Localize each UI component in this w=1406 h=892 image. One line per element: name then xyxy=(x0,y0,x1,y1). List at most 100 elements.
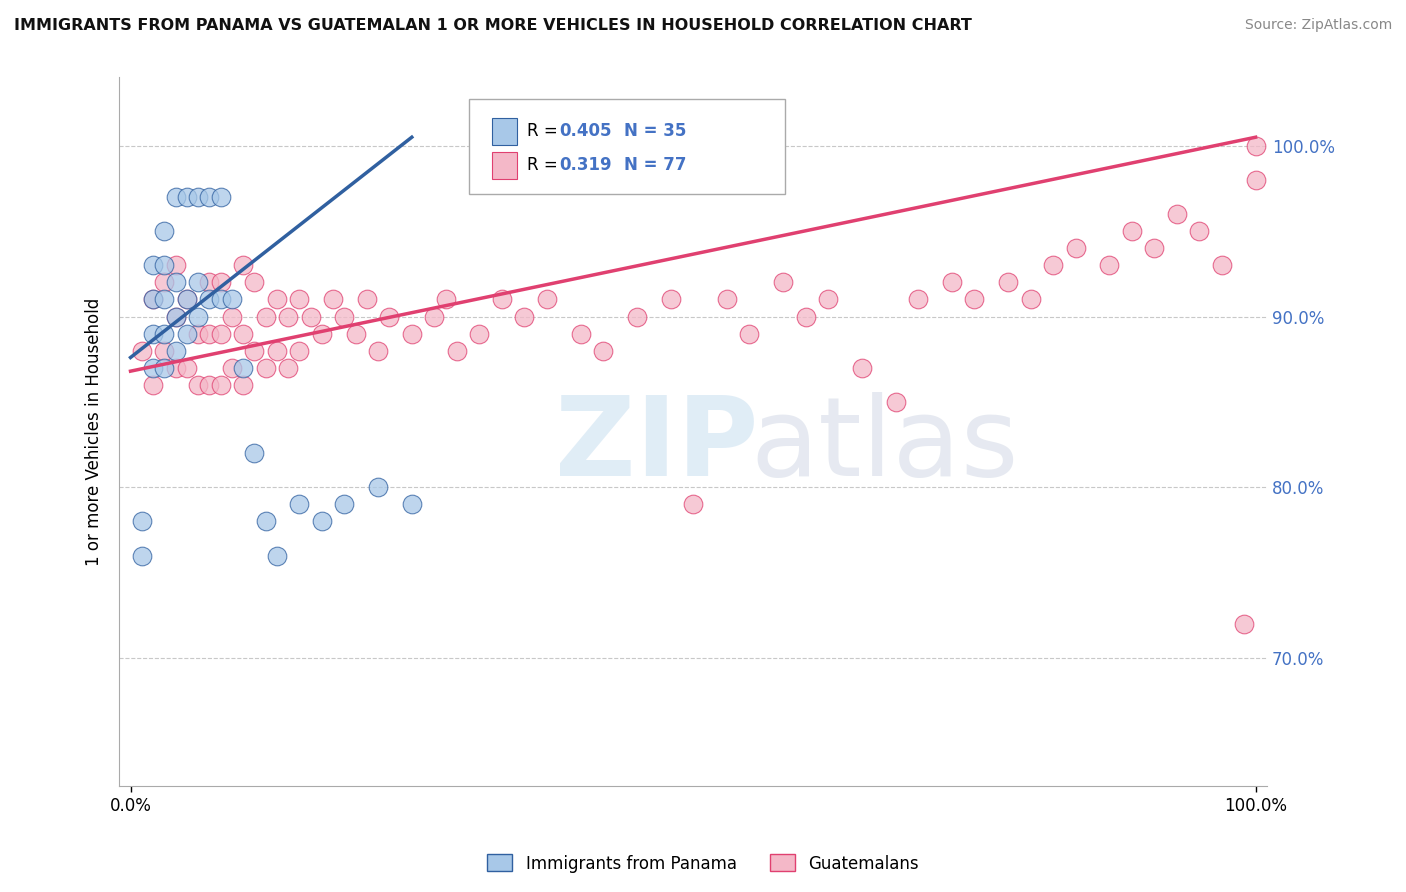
Point xyxy=(198,190,221,204)
Point xyxy=(187,377,209,392)
Point xyxy=(288,293,311,307)
Point xyxy=(288,497,311,511)
Point xyxy=(322,293,344,307)
Text: N = 77: N = 77 xyxy=(624,156,686,174)
Point xyxy=(187,190,209,204)
Point xyxy=(187,276,209,290)
Point xyxy=(254,360,277,375)
Point xyxy=(659,293,682,307)
Point xyxy=(277,310,299,324)
Point xyxy=(131,549,153,563)
Point xyxy=(254,515,277,529)
Point xyxy=(1019,293,1042,307)
Point xyxy=(311,326,333,341)
Point xyxy=(266,293,288,307)
Point xyxy=(468,326,491,341)
Point xyxy=(153,326,176,341)
Point xyxy=(1244,138,1267,153)
Point xyxy=(333,310,356,324)
Point xyxy=(851,360,873,375)
FancyBboxPatch shape xyxy=(470,99,785,194)
Point xyxy=(266,549,288,563)
Point xyxy=(153,360,176,375)
Point xyxy=(277,360,299,375)
Point xyxy=(907,293,929,307)
Point xyxy=(963,293,986,307)
Point xyxy=(221,293,243,307)
Point xyxy=(153,258,176,272)
Point xyxy=(884,395,907,409)
Point xyxy=(592,343,614,358)
Point xyxy=(153,343,176,358)
Text: N = 35: N = 35 xyxy=(624,122,686,140)
Text: R =: R = xyxy=(527,156,562,174)
Point xyxy=(356,293,378,307)
Point xyxy=(153,276,176,290)
Point xyxy=(772,276,794,290)
Point xyxy=(187,326,209,341)
Point xyxy=(209,377,232,392)
Text: R =: R = xyxy=(527,122,562,140)
Point xyxy=(446,343,468,358)
Point xyxy=(243,276,266,290)
Text: IMMIGRANTS FROM PANAMA VS GUATEMALAN 1 OR MORE VEHICLES IN HOUSEHOLD CORRELATION: IMMIGRANTS FROM PANAMA VS GUATEMALAN 1 O… xyxy=(14,18,972,33)
Point xyxy=(142,293,165,307)
Point xyxy=(243,446,266,460)
Point xyxy=(243,343,266,358)
Point xyxy=(254,310,277,324)
Point xyxy=(1064,241,1087,255)
Point xyxy=(165,343,187,358)
Point xyxy=(738,326,761,341)
Point xyxy=(142,377,165,392)
Bar xyxy=(492,118,517,145)
Point xyxy=(221,310,243,324)
Point xyxy=(165,310,187,324)
Point xyxy=(997,276,1019,290)
Point xyxy=(165,190,187,204)
Point xyxy=(131,515,153,529)
Point xyxy=(266,343,288,358)
Point xyxy=(198,293,221,307)
Point xyxy=(682,497,704,511)
Point xyxy=(333,497,356,511)
Point xyxy=(176,293,198,307)
Point xyxy=(1143,241,1166,255)
Point xyxy=(513,310,536,324)
Point xyxy=(165,258,187,272)
Y-axis label: 1 or more Vehicles in Household: 1 or more Vehicles in Household xyxy=(86,298,103,566)
Point xyxy=(142,258,165,272)
Text: ZIP: ZIP xyxy=(555,392,759,500)
Point xyxy=(378,310,401,324)
Point xyxy=(142,326,165,341)
Point xyxy=(131,343,153,358)
Point xyxy=(165,310,187,324)
Point xyxy=(569,326,592,341)
Point xyxy=(626,310,648,324)
Point xyxy=(423,310,446,324)
Point xyxy=(401,326,423,341)
Point xyxy=(153,293,176,307)
Point xyxy=(817,293,839,307)
Point xyxy=(794,310,817,324)
Text: 0.405: 0.405 xyxy=(558,122,612,140)
Point xyxy=(221,360,243,375)
Point xyxy=(1188,224,1211,238)
Point xyxy=(153,224,176,238)
Point xyxy=(165,276,187,290)
Point xyxy=(367,480,389,494)
Point xyxy=(344,326,367,341)
Point xyxy=(1244,173,1267,187)
Text: 0.319: 0.319 xyxy=(558,156,612,174)
Point xyxy=(176,326,198,341)
Point xyxy=(232,360,254,375)
Point xyxy=(232,326,254,341)
Point xyxy=(198,326,221,341)
Point xyxy=(434,293,457,307)
Point xyxy=(1211,258,1233,272)
Point xyxy=(198,276,221,290)
Point xyxy=(1121,224,1143,238)
Point xyxy=(299,310,322,324)
Point xyxy=(401,497,423,511)
Point xyxy=(288,343,311,358)
Point xyxy=(165,360,187,375)
